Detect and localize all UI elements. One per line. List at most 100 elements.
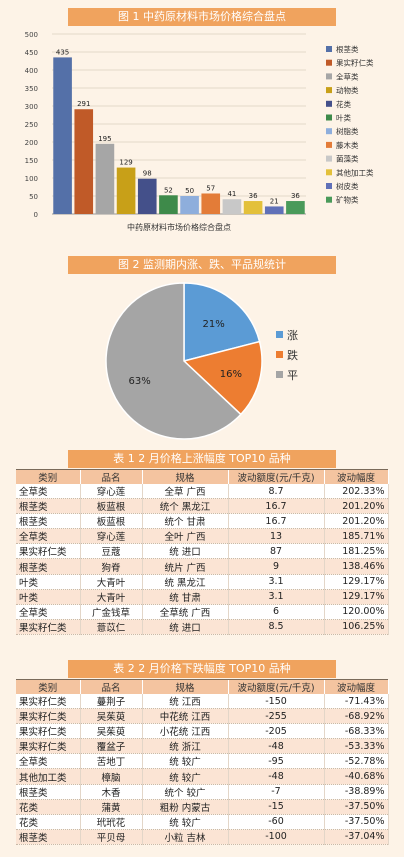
legend-label: 平 [287,369,298,382]
table-cell: 129.17% [324,574,389,590]
pie-slice [183,282,261,362]
table-cell: 广金钱草 [80,604,143,620]
table-1: 类别 品名 规格 波动额度(元/千克) 波动幅度 全草类 穿心莲 全草 广西 8.7 202.3… [16,470,389,635]
table-cell: 穿心莲 [80,484,143,500]
legend-label: 叶类 [336,113,351,123]
table-cell: -40.68% [324,768,389,785]
y-tick-label: 450 [25,49,38,57]
table-cell: 统 黑龙江 [142,574,229,590]
table-cell: 豆蔻 [80,543,143,560]
table-cell: 果实籽仁类 [16,694,81,710]
legend-label: 菌藻类 [336,154,359,164]
table-cell: 统片 广西 [142,558,229,575]
table-cell: 吴茱萸 [80,723,143,740]
table-cell: 根茎类 [16,558,81,575]
table-row: 根茎类 狗脊 统片 广西 9 138.46% [16,558,389,575]
bar-value-label: 57 [206,184,215,192]
pie-slice-label: 21% [203,319,225,330]
table-row: 果实籽仁类 覆盆子统 浙江 -48 -53.33% [16,738,389,755]
legend-swatch [326,169,332,176]
x-axis-label: 中药原材料市场价格综合盘点 [127,222,231,232]
table-cell: -48 [228,738,325,755]
y-tick-label: 0 [34,211,38,219]
table-row: 全草类 穿心莲 全叶 广西 13 185.71% [16,528,389,545]
legend-swatch [326,100,332,107]
y-tick-label: 400 [25,67,38,75]
table-cell: 狗脊 [80,558,143,575]
bar [286,201,305,214]
legend-swatch [326,183,332,189]
legend-swatch [326,46,332,52]
table-cell: -60 [228,814,325,830]
bar [95,143,115,214]
table-cell: 花类 [16,799,81,815]
table-cell: 吴茱萸 [80,708,143,725]
table-cell: -205 [228,723,325,740]
table-cell: 138.46% [324,558,389,575]
table-cell: 统 较广 [142,753,229,770]
figure-1-title: 图 1 中药原材料市场价格综合盘点 [68,8,336,26]
table-row: 根茎类 木香 统个 较广 -7 -38.89% [16,784,389,800]
table-cell: -48 [228,768,325,785]
table-cell: 蔓荆子 [80,694,143,710]
table-cell: 樟脑 [80,768,143,785]
bar-value-label: 41 [227,190,236,198]
table-2-title: 表 2 2 月价格下跌幅度 TOP10 品种 [68,660,336,678]
table-cell: 87 [228,543,325,560]
legend-swatch [276,371,283,378]
table-cell: 统个 较广 [142,784,229,800]
y-tick-label: 500 [25,31,38,39]
table-cell: 9 [228,558,325,575]
pie-chart: 21% 16% 63% 涨跌平 [105,282,298,440]
table-cell: 全草统 广西 [142,604,229,620]
table-cell: -68.92% [324,708,389,725]
legend-label: 其他加工类 [336,167,374,177]
bar [74,109,94,214]
table-cell: 8.7 [228,484,325,500]
table-cell: 3.1 [228,589,325,605]
y-tick-label: 250 [25,121,38,129]
table-cell: 薏苡仁 [80,619,143,635]
table-cell: 3.1 [228,574,325,590]
table-row: 叶类 大青叶统 甘肃 3.1 129.17% [16,589,389,605]
table-cell: -150 [228,694,325,710]
legend-label: 树脂类 [336,126,359,136]
table-cell: 统 较广 [142,768,229,785]
table-cell: 181.25% [324,543,389,560]
table-1-title: 表 1 2 月价格上涨幅度 TOP10 品种 [68,450,336,468]
table-cell: 106.25% [324,619,389,635]
legend-label: 涨 [287,329,298,342]
column-header: 规格 [142,680,229,694]
table-cell: 全叶 广西 [142,528,229,545]
table-cell: 叶类 [16,574,81,590]
table-cell: 果实籽仁类 [16,543,81,560]
y-tick-label: 100 [25,175,38,183]
bar [137,178,157,214]
table-cell: 统 进口 [142,543,229,560]
table-cell: 统 浙江 [142,738,229,755]
bar-value-label: 291 [77,100,90,108]
table-row: 果实籽仁类 吴茱萸 中花统 江西 -255 -68.92% [16,708,389,725]
table-cell: 8.5 [228,619,325,635]
table-cell: 苦地丁 [80,753,143,770]
figure-2-title: 图 2 监测期内涨、跌、平品规统计 [68,256,336,274]
table-cell: 统 甘肃 [142,589,229,605]
table-1-top-rule [16,469,388,470]
table-row: 果实籽仁类 吴茱萸 小花统 江西 -205 -68.33% [16,723,389,740]
table-2-top-rule [16,679,388,680]
table-header-row: 类别 品名 规格 波动额度(元/千克) 波动幅度 [16,470,389,484]
column-header: 品名 [80,470,143,484]
bar [264,206,284,214]
table-row: 其他加工类 樟脑统 较广 -48 -40.68% [16,768,389,785]
column-header: 规格 [142,470,229,484]
table-cell: 201.20% [324,498,389,515]
table-cell: -37.04% [324,829,389,845]
bar [159,195,178,214]
bar [180,196,199,214]
column-header: 品名 [80,680,143,694]
table-cell: 13 [228,528,325,545]
table-cell: 16.7 [228,513,325,530]
legend-swatch [326,128,332,135]
legend-swatch [326,59,332,66]
table-row: 根茎类 板蓝根 统个 甘肃 16.7 201.20% [16,513,389,530]
